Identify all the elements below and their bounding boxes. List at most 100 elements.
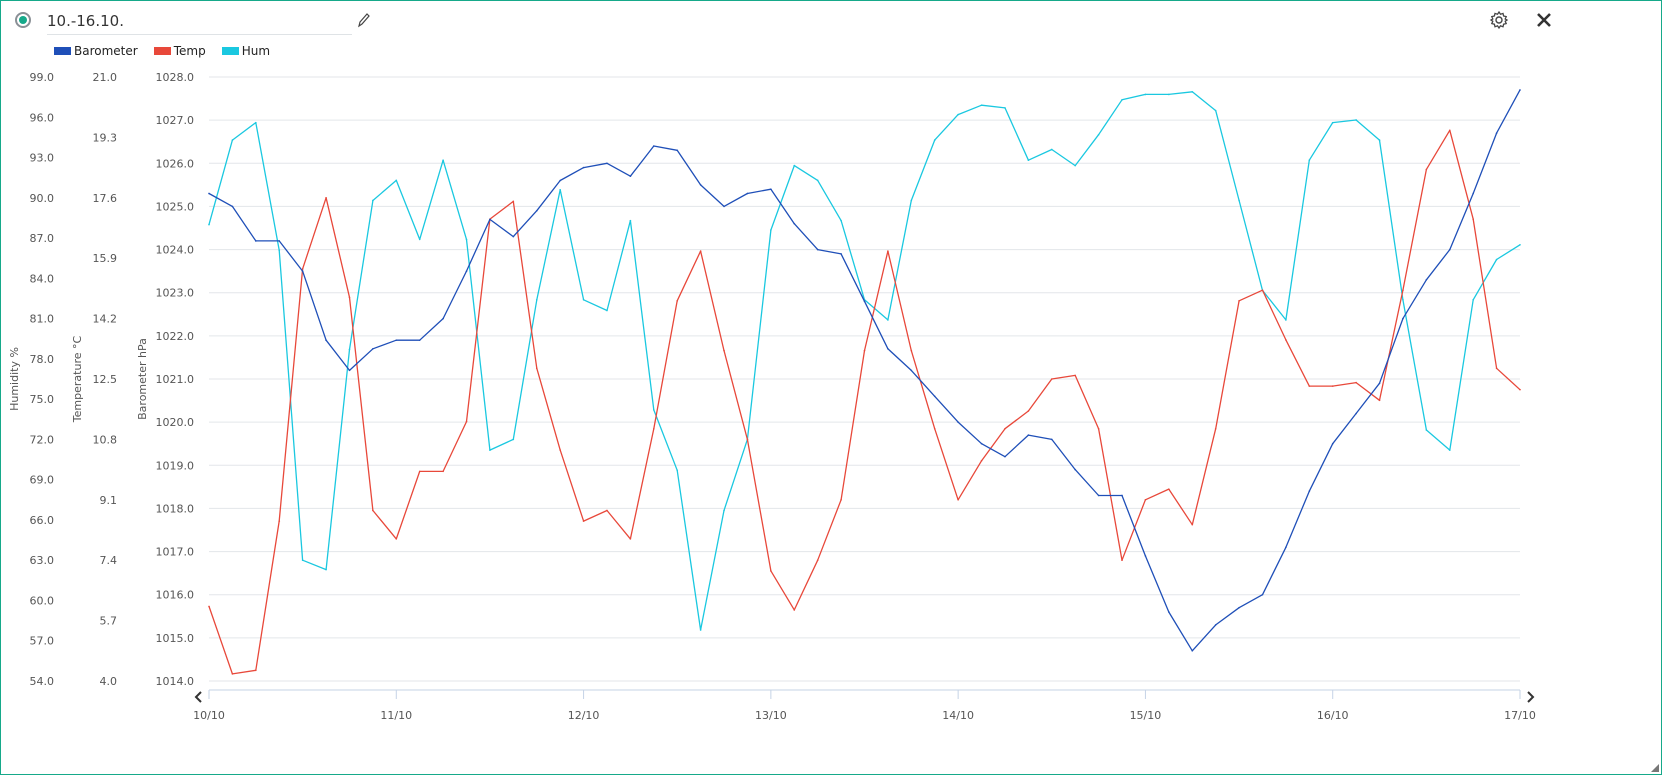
y-tick-label-baro: 1014.0 [156, 675, 195, 688]
data-point-temp [1495, 367, 1498, 370]
data-point-temp [1168, 488, 1170, 490]
data-point-barometer [1355, 412, 1357, 415]
y-tick-label-baro: 1016.0 [156, 589, 195, 602]
data-point-temp [606, 509, 608, 512]
data-point-temp [372, 509, 374, 512]
y-tick-label-temp: 7.4 [100, 554, 118, 567]
data-point-barometer [629, 175, 632, 178]
data-point-hum [1144, 93, 1147, 96]
gear-icon[interactable] [1489, 10, 1509, 30]
data-point-hum [442, 159, 444, 162]
data-point-barometer [653, 145, 655, 147]
y-axis-title-hum: Humidity % [8, 347, 21, 411]
x-tick-label: 17/10 [1504, 709, 1536, 722]
data-point-temp [582, 520, 585, 522]
chart-title-input[interactable] [47, 8, 352, 35]
y-tick-label-hum: 54.0 [30, 675, 55, 688]
data-point-barometer [1472, 192, 1474, 195]
data-point-hum [559, 188, 561, 191]
data-point-barometer [442, 317, 444, 320]
legend-label: Barometer [74, 44, 138, 58]
data-point-temp [1331, 385, 1334, 387]
data-point-barometer [512, 235, 515, 238]
data-point-barometer [770, 188, 772, 190]
data-point-temp [1308, 385, 1311, 387]
data-point-hum [512, 438, 515, 441]
data-point-hum [1331, 121, 1334, 124]
data-point-hum [723, 509, 725, 512]
pencil-icon[interactable] [356, 12, 370, 28]
data-point-barometer [1238, 606, 1240, 609]
data-point-temp [1097, 427, 1100, 430]
status-radio-icon[interactable] [15, 12, 31, 28]
data-point-temp [1004, 427, 1006, 430]
data-point-hum [1425, 429, 1428, 431]
data-point-temp [676, 300, 679, 302]
data-point-hum [1074, 164, 1076, 167]
legend-item-barometer[interactable]: Barometer [54, 44, 138, 58]
data-point-temp [1355, 381, 1357, 384]
data-point-temp [910, 349, 913, 352]
y-tick-label-hum: 57.0 [30, 635, 55, 648]
chevron-left-icon[interactable] [194, 691, 202, 703]
legend-item-temp[interactable]: Temp [153, 44, 206, 58]
legend-swatch-temp [153, 47, 171, 55]
data-point-hum [1448, 449, 1451, 451]
data-point-temp [1402, 289, 1404, 291]
data-point-barometer [1168, 611, 1170, 613]
y-tick-label-hum: 63.0 [30, 554, 55, 567]
data-point-temp [1214, 427, 1217, 430]
data-point-hum [255, 121, 257, 124]
y-tick-label-temp: 9.1 [100, 494, 118, 507]
data-point-temp [1238, 300, 1240, 302]
data-point-barometer [1285, 546, 1287, 549]
data-point-barometer [1448, 248, 1451, 251]
data-point-barometer [348, 369, 351, 372]
data-point-temp [699, 250, 702, 252]
data-point-hum [887, 319, 889, 321]
data-point-barometer [1402, 317, 1404, 320]
data-point-barometer [395, 339, 398, 341]
data-point-barometer [910, 369, 913, 372]
close-icon[interactable] [1535, 11, 1553, 29]
data-point-temp [395, 538, 398, 540]
data-point-temp [793, 609, 796, 611]
data-point-hum [1004, 107, 1006, 109]
data-point-barometer [933, 395, 936, 398]
data-point-temp [1027, 410, 1030, 412]
y-tick-label-baro: 1028.0 [156, 71, 195, 84]
y-tick-label-baro: 1018.0 [156, 502, 195, 515]
data-point-hum [348, 348, 351, 351]
data-point-hum [770, 229, 772, 231]
data-point-hum [933, 139, 936, 141]
data-point-hum [535, 299, 538, 301]
data-point-barometer [1378, 382, 1381, 385]
data-point-hum [699, 629, 702, 631]
data-point-temp [535, 367, 538, 370]
data-point-hum [418, 238, 421, 241]
data-point-temp [255, 669, 257, 672]
y-tick-label-baro: 1015.0 [156, 632, 195, 645]
data-point-barometer [325, 339, 327, 341]
chevron-right-icon[interactable] [1527, 691, 1535, 703]
series-line-hum [208, 91, 1521, 631]
y-tick-label-hum: 75.0 [30, 393, 55, 406]
data-point-temp [465, 420, 468, 423]
data-point-temp [442, 470, 444, 473]
data-point-hum [1355, 119, 1357, 121]
y-tick-label-temp: 4.0 [100, 675, 118, 688]
y-tick-label-hum: 96.0 [30, 111, 55, 124]
y-tick-label-baro: 1017.0 [156, 546, 195, 559]
data-point-barometer [1331, 442, 1334, 445]
data-point-barometer [1191, 650, 1194, 652]
data-point-temp [301, 268, 304, 270]
y-tick-label-baro: 1020.0 [156, 416, 195, 429]
data-point-temp [863, 349, 866, 352]
y-tick-label-baro: 1019.0 [156, 459, 195, 472]
y-tick-label-temp: 19.3 [93, 131, 118, 144]
legend-item-hum[interactable]: Hum [221, 44, 270, 58]
data-point-barometer [489, 218, 491, 221]
data-point-hum [1402, 299, 1404, 301]
data-point-temp [348, 296, 351, 299]
resize-handle-icon[interactable] [1651, 764, 1659, 772]
